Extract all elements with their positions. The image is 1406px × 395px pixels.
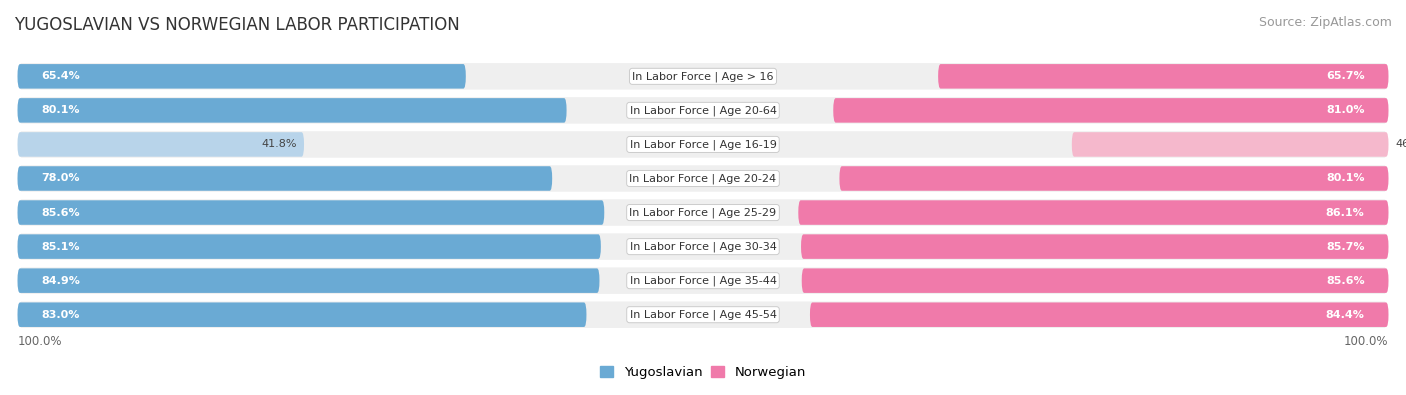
FancyBboxPatch shape [17, 300, 1389, 330]
FancyBboxPatch shape [17, 130, 1389, 160]
Text: 84.9%: 84.9% [42, 276, 80, 286]
FancyBboxPatch shape [17, 164, 1389, 194]
FancyBboxPatch shape [834, 98, 1389, 123]
FancyBboxPatch shape [801, 234, 1389, 259]
FancyBboxPatch shape [938, 64, 1389, 88]
Text: In Labor Force | Age 25-29: In Labor Force | Age 25-29 [630, 207, 776, 218]
FancyBboxPatch shape [17, 200, 605, 225]
FancyBboxPatch shape [17, 132, 304, 157]
Text: In Labor Force | Age > 16: In Labor Force | Age > 16 [633, 71, 773, 82]
FancyBboxPatch shape [17, 64, 465, 88]
FancyBboxPatch shape [1071, 132, 1389, 157]
FancyBboxPatch shape [17, 268, 599, 293]
Text: In Labor Force | Age 16-19: In Labor Force | Age 16-19 [630, 139, 776, 150]
FancyBboxPatch shape [799, 200, 1389, 225]
Text: 100.0%: 100.0% [1344, 335, 1389, 348]
FancyBboxPatch shape [17, 303, 586, 327]
Text: In Labor Force | Age 45-54: In Labor Force | Age 45-54 [630, 309, 776, 320]
Text: Source: ZipAtlas.com: Source: ZipAtlas.com [1258, 16, 1392, 29]
Text: In Labor Force | Age 20-64: In Labor Force | Age 20-64 [630, 105, 776, 116]
FancyBboxPatch shape [17, 266, 1389, 295]
FancyBboxPatch shape [801, 268, 1389, 293]
Text: 78.0%: 78.0% [42, 173, 80, 184]
Text: 85.1%: 85.1% [42, 242, 80, 252]
FancyBboxPatch shape [839, 166, 1389, 191]
Text: 41.8%: 41.8% [262, 139, 297, 149]
FancyBboxPatch shape [17, 98, 567, 123]
Text: 100.0%: 100.0% [17, 335, 62, 348]
Text: 46.2%: 46.2% [1395, 139, 1406, 149]
Text: In Labor Force | Age 20-24: In Labor Force | Age 20-24 [630, 173, 776, 184]
Text: In Labor Force | Age 30-34: In Labor Force | Age 30-34 [630, 241, 776, 252]
FancyBboxPatch shape [17, 166, 553, 191]
FancyBboxPatch shape [17, 61, 1389, 91]
Text: YUGOSLAVIAN VS NORWEGIAN LABOR PARTICIPATION: YUGOSLAVIAN VS NORWEGIAN LABOR PARTICIPA… [14, 16, 460, 34]
Text: 81.0%: 81.0% [1326, 105, 1364, 115]
Text: 65.7%: 65.7% [1326, 71, 1364, 81]
Text: 65.4%: 65.4% [42, 71, 80, 81]
FancyBboxPatch shape [17, 234, 600, 259]
FancyBboxPatch shape [17, 96, 1389, 125]
Text: 85.6%: 85.6% [42, 207, 80, 218]
Text: 85.6%: 85.6% [1326, 276, 1364, 286]
FancyBboxPatch shape [17, 198, 1389, 228]
Text: 84.4%: 84.4% [1326, 310, 1364, 320]
Text: 85.7%: 85.7% [1326, 242, 1364, 252]
Text: 80.1%: 80.1% [1326, 173, 1364, 184]
Legend: Yugoslavian, Norwegian: Yugoslavian, Norwegian [595, 361, 811, 384]
FancyBboxPatch shape [17, 231, 1389, 261]
Text: 83.0%: 83.0% [42, 310, 80, 320]
Text: In Labor Force | Age 35-44: In Labor Force | Age 35-44 [630, 275, 776, 286]
FancyBboxPatch shape [810, 303, 1389, 327]
Text: 86.1%: 86.1% [1326, 207, 1364, 218]
Text: 80.1%: 80.1% [42, 105, 80, 115]
